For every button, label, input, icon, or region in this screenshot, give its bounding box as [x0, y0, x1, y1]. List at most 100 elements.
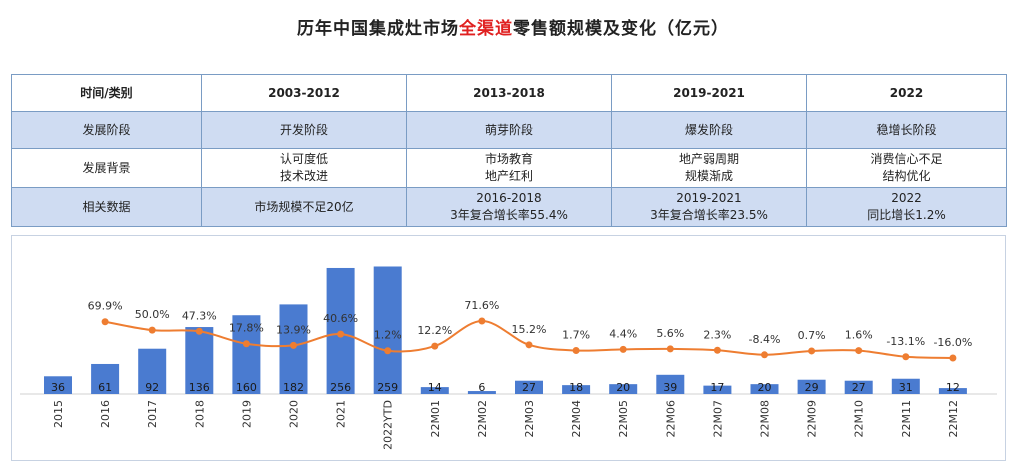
growth-point-22M06	[666, 345, 674, 353]
growth-label-2021: 40.6%	[323, 312, 358, 325]
growth-label-22M01: 12.2%	[417, 324, 452, 337]
table-cell: 2016-2018 3年复合增长率55.4%	[406, 187, 612, 227]
growth-point-22M01	[431, 342, 439, 350]
bar-value-label-2020: 182	[283, 381, 304, 394]
bar-value-label-22M02: 6	[478, 381, 485, 394]
category-label-2016: 2016	[99, 400, 112, 428]
cell-line: 市场教育	[484, 152, 533, 166]
row-label: 发展阶段	[11, 111, 202, 149]
growth-label-22M03: 15.2%	[512, 323, 547, 336]
growth-label-22M06: 5.6%	[656, 327, 684, 340]
growth-point-2016	[101, 318, 109, 326]
bar-22M01	[420, 387, 449, 394]
growth-point-22M09	[808, 347, 816, 355]
cell-line: 3年复合增长率23.5%	[650, 208, 768, 222]
category-label-22M12: 22M12	[947, 400, 960, 438]
table-cell: 开发阶段	[201, 111, 407, 149]
growth-point-2022YTD	[384, 347, 392, 355]
category-label-2017: 2017	[146, 400, 159, 428]
growth-label-22M08: -8.4%	[749, 333, 781, 346]
cell-line: 2022	[891, 191, 922, 205]
table-cell: 稳增长阶段	[806, 111, 1007, 149]
bar-value-label-22M08: 20	[758, 381, 772, 394]
bar-22M05	[609, 384, 638, 394]
category-label-2018: 2018	[193, 400, 206, 428]
category-label-22M03: 22M03	[523, 400, 536, 438]
table-cell: 萌芽阶段	[406, 111, 612, 149]
growth-point-2021	[337, 330, 345, 338]
table-row-data: 相关数据 市场规模不足20亿 2016-2018 3年复合增长率55.4% 201…	[11, 187, 1007, 227]
cell-line: 消费信心不足	[870, 152, 943, 166]
header-2013-2018: 2013-2018	[406, 74, 612, 112]
bar-value-label-22M11: 31	[899, 381, 913, 394]
category-label-2019: 2019	[240, 400, 253, 428]
category-label-22M04: 22M04	[570, 400, 583, 438]
growth-point-22M07	[713, 346, 721, 354]
growth-point-22M08	[761, 351, 768, 359]
bar-value-label-22M12: 12	[946, 381, 960, 394]
bar-2015	[44, 376, 72, 394]
cell-line: 3年复合增长率55.4%	[450, 208, 568, 222]
category-label-2020: 2020	[288, 400, 301, 428]
cell-line: 2019-2021	[676, 191, 742, 205]
table-cell: 市场教育 地产红利	[406, 148, 612, 188]
category-label-22M09: 22M09	[806, 400, 819, 438]
category-label-22M05: 22M05	[617, 400, 630, 438]
category-label-22M01: 22M01	[429, 400, 442, 438]
table-cell: 市场规模不足20亿	[201, 187, 407, 227]
bar-value-label-22M03: 27	[522, 381, 536, 394]
table-row-stage: 发展阶段 开发阶段 萌芽阶段 爆发阶段 稳增长阶段	[11, 111, 1007, 149]
table-row-background: 发展背景 认可度低 技术改进 市场教育 地产红利 地产弱周期 规模渐成 消费信心不足结…	[11, 148, 1007, 188]
growth-point-22M05	[619, 345, 627, 353]
bar-22M09	[797, 379, 826, 394]
bar-value-label-22M05: 20	[616, 381, 630, 394]
header-2003-2012: 2003-2012	[201, 74, 407, 112]
growth-point-22M11	[902, 353, 910, 361]
bar-22M11	[891, 378, 920, 394]
growth-point-22M12	[949, 354, 957, 362]
growth-point-2018	[195, 327, 203, 335]
growth-label-22M11: -13.1%	[886, 335, 925, 348]
category-label-22M07: 22M07	[711, 400, 724, 438]
growth-point-22M03	[525, 341, 533, 349]
header-2019-2021: 2019-2021	[611, 74, 807, 112]
cell-line: 同比增长1.2%	[867, 208, 946, 222]
growth-label-22M12: -16.0%	[933, 336, 972, 349]
cell-line: 认可度低	[279, 152, 328, 166]
cell-line: 规模渐成	[684, 169, 733, 183]
table-cell: 2022 同比增长1.2%	[806, 187, 1007, 227]
growth-label-22M02: 71.6%	[464, 299, 499, 312]
chart-panel: 69.9% 50.0% 47.3% 17.8% 13.9% 40.6% 1.2% 12.2% 7…	[11, 235, 1006, 461]
bar-2018	[185, 327, 214, 394]
growth-label-2016: 69.9%	[88, 300, 123, 313]
growth-point-2017	[148, 326, 156, 334]
bar-22M10	[844, 380, 873, 394]
category-label-2022YTD: 2022YTD	[382, 400, 395, 450]
title-highlight: 全渠道	[459, 19, 513, 39]
bar-value-label-2018: 136	[189, 381, 210, 394]
bar-value-label-22M07: 17	[710, 381, 724, 394]
bar-22M03	[515, 380, 543, 394]
growth-label-2020: 13.9%	[276, 323, 311, 336]
growth-label-22M07: 2.3%	[703, 328, 731, 341]
bar-value-label-2019: 160	[236, 381, 257, 394]
category-label-22M06: 22M06	[664, 400, 677, 438]
category-label-2015: 2015	[52, 400, 65, 428]
category-label-22M08: 22M08	[759, 400, 772, 438]
bar-22M06	[656, 374, 685, 394]
header-2022: 2022	[806, 74, 1007, 112]
growth-label-22M04: 1.7%	[562, 329, 590, 342]
bar-2019	[232, 315, 261, 394]
bar-value-label-22M10: 27	[852, 381, 866, 394]
bar-22M04	[562, 385, 591, 394]
bar-value-label-2015: 36	[51, 381, 65, 394]
table-cell: 认可度低 技术改进	[201, 148, 407, 188]
category-label-22M10: 22M10	[853, 400, 866, 438]
bar-value-label-2022YTD: 259	[377, 381, 398, 394]
category-label-22M02: 22M02	[476, 400, 489, 438]
bar-value-label-22M06: 39	[663, 381, 677, 394]
stage-table: 时间/类别 2003-2012 2013-2018 2019-2021 2022…	[11, 74, 1007, 227]
growth-label-2022YTD: 1.2%	[374, 329, 402, 342]
bar-22M12	[938, 388, 967, 394]
title-suffix: 零售额规模及变化（亿元）	[513, 19, 729, 39]
